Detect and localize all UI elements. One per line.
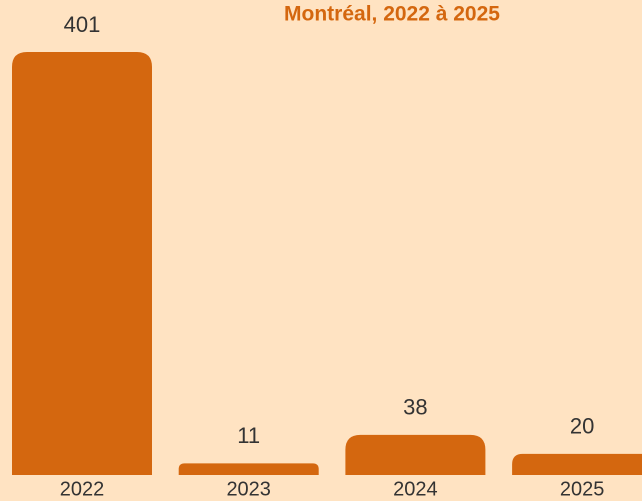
bar (512, 453, 642, 475)
x-tick-label: 2023 (226, 478, 271, 500)
value-label: 11 (237, 423, 260, 448)
bar (178, 463, 319, 475)
x-tick-label: 2024 (393, 478, 438, 500)
chart-title: Montréal, 2022 à 2025 (284, 3, 500, 26)
value-label: 38 (403, 395, 427, 420)
x-tick-label: 2022 (60, 478, 105, 500)
bar (345, 434, 486, 475)
x-tick-label: 2025 (560, 478, 605, 500)
value-label: 20 (570, 414, 594, 439)
bar (12, 52, 152, 475)
value-label: 401 (64, 12, 101, 37)
